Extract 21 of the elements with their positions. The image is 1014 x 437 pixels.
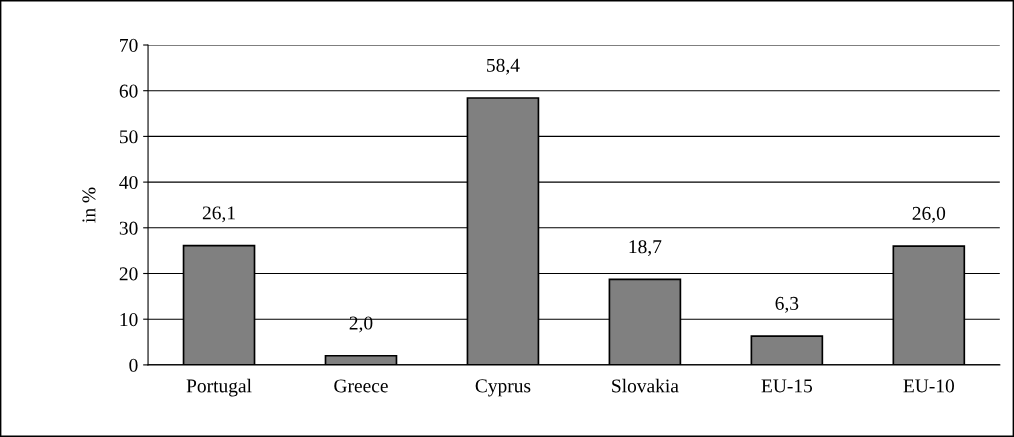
y-tick-label: 50: [120, 130, 138, 144]
x-tick-label: Slovakia: [612, 378, 679, 393]
data-label: 2,0: [349, 316, 373, 333]
x-tick-label: Portugal: [186, 378, 252, 397]
data-label: 18,7: [629, 240, 662, 257]
data-label: 26,1: [202, 206, 235, 223]
x-tick-label: Cyprus: [475, 379, 531, 397]
y-tick-label: 10: [120, 313, 138, 327]
y-tick-label: 30: [119, 221, 138, 235]
y-tick-label: 20: [119, 267, 138, 281]
data-label: 6,3: [775, 296, 799, 313]
data-label: 58,4: [487, 58, 520, 75]
x-tick-label: EU-15: [761, 379, 813, 393]
x-tick-label: EU-10: [903, 379, 954, 393]
y-tick-label: 0: [129, 358, 138, 372]
data-label: 26,0: [912, 206, 946, 223]
y-tick-label: 40: [119, 175, 138, 190]
y-tick-label: 60: [119, 84, 138, 98]
x-tick-label: Greece: [334, 379, 388, 393]
y-axis-title: in %: [82, 187, 96, 223]
y-tick-label: 70: [120, 38, 138, 52]
